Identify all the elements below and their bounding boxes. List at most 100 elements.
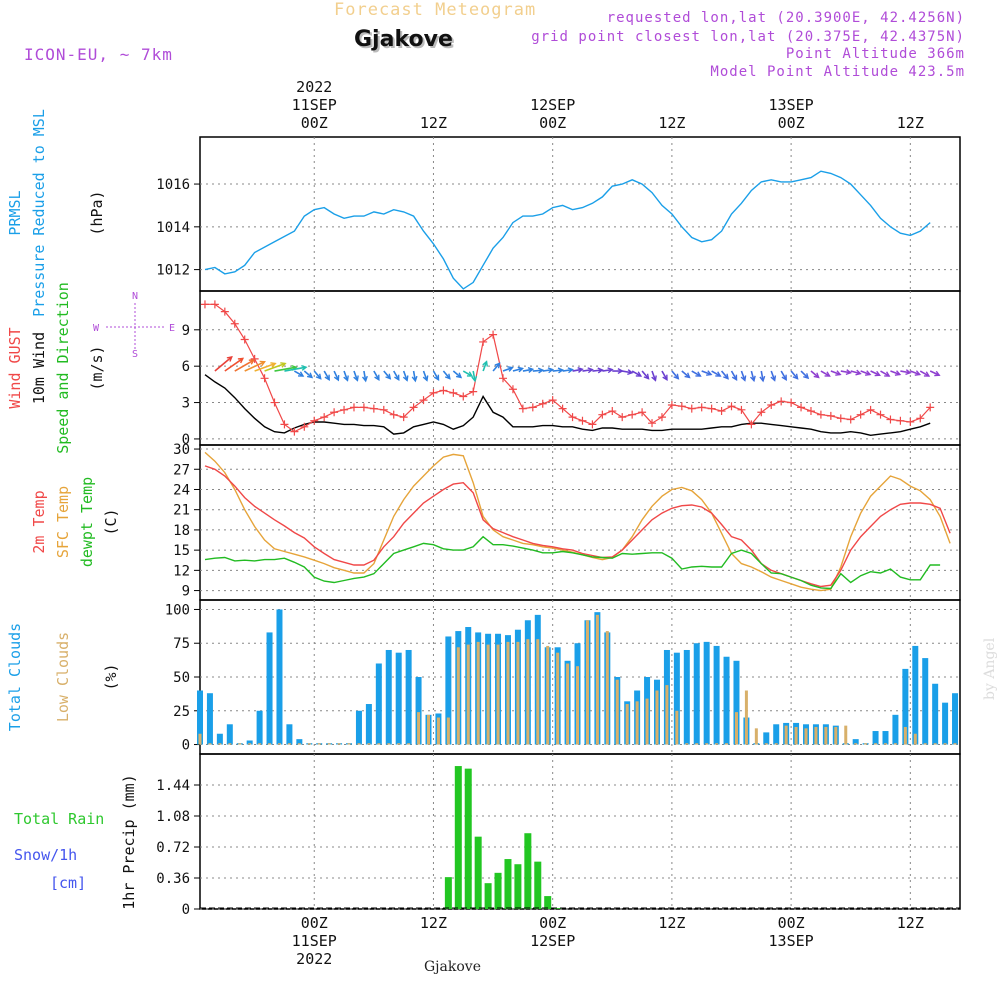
wind-arrow-head <box>527 367 535 373</box>
bar-low-clouds <box>556 652 560 745</box>
gust-marker <box>787 398 796 407</box>
wind-arrow-head <box>894 370 902 376</box>
gust-marker <box>389 410 398 419</box>
bar-low-clouds <box>804 728 808 745</box>
bar-low-clouds <box>883 743 887 745</box>
gust-marker <box>459 392 468 401</box>
label-dewpt-temp: dewpt Temp <box>78 477 96 567</box>
wind-arrow-head <box>824 371 831 377</box>
bar-low-clouds <box>794 726 798 745</box>
gust-marker <box>896 416 905 425</box>
wind-arrow-head <box>587 367 594 374</box>
bar-low-clouds <box>824 726 828 745</box>
wind-arrow-head <box>466 371 474 377</box>
bar-low-clouds <box>307 743 311 745</box>
wind-arrow-head <box>792 373 799 380</box>
wind-arrow <box>919 370 930 377</box>
wind-arrow-head <box>517 366 525 373</box>
wind-arrow <box>462 370 473 377</box>
bar-precip <box>534 861 542 909</box>
wind-arrow <box>422 370 428 381</box>
wind-arrow-head <box>750 375 756 383</box>
wind-arrow-head <box>577 367 584 373</box>
wind-arrow-head <box>884 371 891 377</box>
bar-low-clouds <box>526 639 530 745</box>
wind-arrow-head <box>731 374 738 381</box>
bar-low-clouds <box>208 743 212 745</box>
wind-arrow-head <box>651 375 657 382</box>
bar-total-clouds <box>882 731 889 745</box>
wind-arrow-head <box>662 374 668 381</box>
gust-marker <box>489 330 498 339</box>
bar-precip <box>464 768 472 909</box>
time-label-bottom: 2022 <box>296 950 332 968</box>
bar-low-clouds <box>854 743 858 745</box>
time-label-top: 00Z <box>301 114 328 132</box>
bar-low-clouds <box>685 743 689 745</box>
bar-total-clouds <box>733 660 740 745</box>
gust-marker <box>439 386 448 395</box>
time-label-top: 11SEP <box>292 96 337 114</box>
time-label-bottom: 00Z <box>778 914 805 932</box>
wind-arrow <box>740 370 746 381</box>
wind-arrow <box>860 370 871 376</box>
bar-precip <box>514 864 522 909</box>
wind-arrow-head <box>306 372 314 379</box>
gust-marker <box>618 413 627 422</box>
wind-arrow-head <box>643 373 650 380</box>
wind-arrow-head <box>695 371 702 377</box>
bar-low-clouds <box>784 725 788 745</box>
gust-marker <box>846 415 855 424</box>
gust-marker <box>469 387 478 396</box>
wind-arrow-head <box>914 370 922 376</box>
wind-arrow-head <box>567 367 574 374</box>
gust-marker <box>598 410 607 419</box>
bar-low-clouds <box>655 690 659 745</box>
bar-low-clouds <box>834 726 838 745</box>
time-label-bottom: 13SEP <box>769 932 814 950</box>
bar-total-clouds <box>375 663 382 745</box>
wind-arrow-head <box>301 364 308 371</box>
gust-marker <box>369 404 378 413</box>
wind-arrow-head <box>537 367 545 374</box>
label-celsius: (C) <box>102 508 120 535</box>
model-altitude: Model Point Altitude 423.5m <box>710 64 965 80</box>
bar-total-clouds <box>445 636 452 745</box>
bar-total-clouds <box>405 649 412 745</box>
wind-arrow <box>780 370 787 381</box>
wind-arrow-head <box>455 372 463 379</box>
bar-low-clouds <box>496 644 500 745</box>
bar-total-clouds <box>703 641 710 745</box>
gust-marker <box>568 413 577 422</box>
gust-marker <box>409 403 418 412</box>
wind-arrow-head <box>444 373 451 380</box>
wind-arrow <box>284 366 307 372</box>
y-tick-label: 50 <box>173 670 190 686</box>
wind-arrow <box>214 356 233 372</box>
wind-arrow <box>760 370 764 382</box>
y-tick-label: 0 <box>182 738 190 754</box>
bar-total-clouds <box>296 739 303 745</box>
wind-arrow-head <box>385 373 392 380</box>
gust-marker <box>528 403 537 412</box>
wind-arrow-head <box>270 362 277 368</box>
wind-arrow <box>631 370 642 377</box>
requested-coords: requested lon,lat (20.3900E, 42.4256N) <box>606 10 965 26</box>
gust-marker <box>300 422 309 431</box>
bar-low-clouds <box>953 743 957 745</box>
wind-arrow <box>264 362 286 372</box>
wind-arrow <box>274 366 297 372</box>
bar-total-clouds <box>922 658 929 745</box>
bar-total-clouds <box>952 693 959 745</box>
author-signature: by Angel <box>982 637 998 700</box>
wind-arrow <box>850 370 861 375</box>
label-cm: [cm] <box>50 874 86 892</box>
y-tick-label: 27 <box>173 462 190 478</box>
gust-marker <box>866 405 875 414</box>
wind-arrow <box>323 370 330 381</box>
bar-total-clouds <box>415 677 422 745</box>
series-gust-line <box>205 303 931 433</box>
bar-low-clouds <box>705 743 709 745</box>
wind-arrow <box>224 357 244 372</box>
bar-low-clouds <box>347 743 351 745</box>
